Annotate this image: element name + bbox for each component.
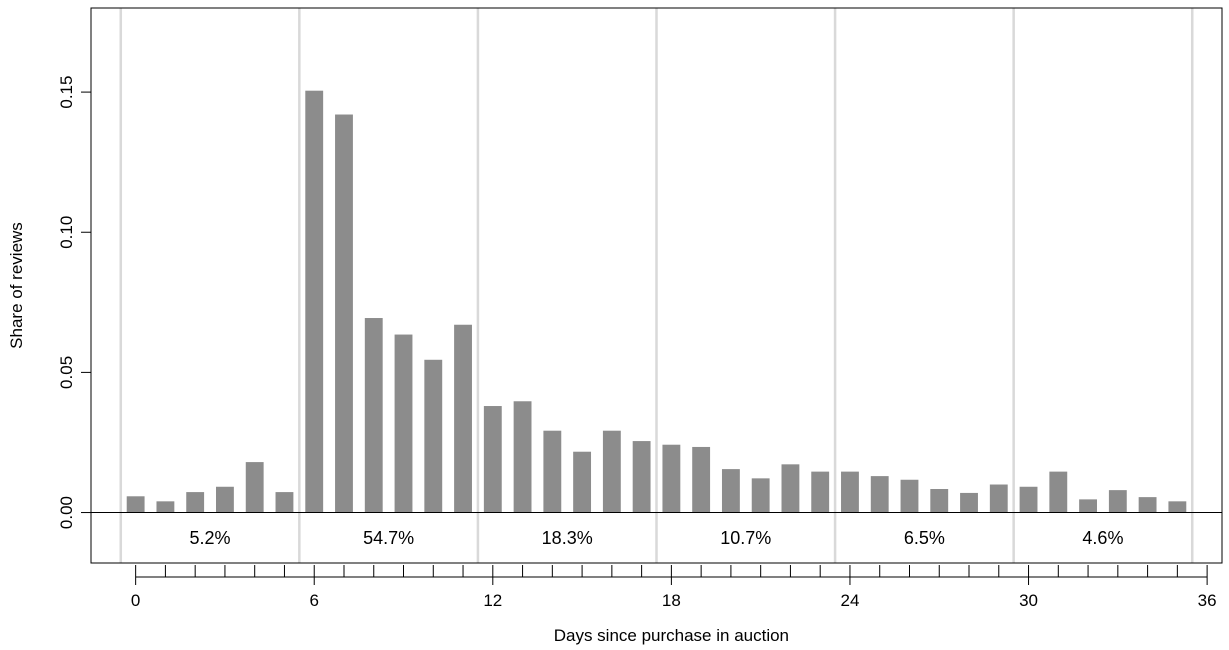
x-axis-label: Days since purchase in auction xyxy=(554,626,789,645)
window-share-label: 54.7% xyxy=(363,528,414,548)
bar xyxy=(513,401,532,513)
window-share-label: 10.7% xyxy=(720,528,771,548)
window-share-label: 18.3% xyxy=(542,528,593,548)
bar xyxy=(989,484,1008,513)
x-tick-label: 24 xyxy=(840,591,859,610)
bar xyxy=(1019,486,1038,513)
x-tick-label: 6 xyxy=(309,591,318,610)
window-share-label: 4.6% xyxy=(1082,528,1123,548)
bar xyxy=(811,471,830,513)
y-tick-label: 0.05 xyxy=(57,356,76,389)
bar xyxy=(186,492,205,513)
x-tick-label: 30 xyxy=(1019,591,1038,610)
x-tick-label: 36 xyxy=(1198,591,1217,610)
bar xyxy=(216,486,234,513)
x-axis: 0 6 12 18 24 30 36 xyxy=(131,565,1217,610)
y-axis: 0.00 0.05 0.10 0.15 xyxy=(57,76,92,529)
x-tick-label: 12 xyxy=(483,591,502,610)
bar xyxy=(424,359,443,513)
bar xyxy=(602,430,621,513)
bar xyxy=(364,318,383,513)
bar xyxy=(662,444,681,513)
bar xyxy=(245,462,264,513)
y-tick-label: 0.10 xyxy=(57,216,76,249)
window-share-label: 5.2% xyxy=(190,528,231,548)
bar xyxy=(841,471,859,513)
bar xyxy=(900,479,919,513)
bar xyxy=(960,492,978,513)
bar xyxy=(1138,497,1157,513)
y-tick-label: 0.00 xyxy=(57,496,76,529)
bar xyxy=(1168,501,1187,513)
bar xyxy=(632,441,651,513)
bar xyxy=(1049,471,1068,513)
window-share-label: 6.5% xyxy=(904,528,945,548)
bar xyxy=(305,90,324,513)
bar xyxy=(930,489,949,513)
bar xyxy=(126,496,145,513)
bar xyxy=(543,430,562,513)
bar xyxy=(394,334,413,513)
bars xyxy=(126,90,1187,513)
bar xyxy=(1079,499,1097,513)
bar xyxy=(275,492,294,513)
bar xyxy=(156,501,175,513)
bar xyxy=(454,324,472,513)
bar xyxy=(1108,490,1127,513)
window-gridlines xyxy=(119,8,1194,563)
bar xyxy=(751,478,770,513)
bar xyxy=(692,446,711,513)
x-tick-label: 18 xyxy=(662,591,681,610)
window-labels: 5.2% 54.7% 18.3% 10.7% 6.5% 4.6% xyxy=(190,528,1124,548)
bar xyxy=(483,406,502,513)
x-tick-label: 0 xyxy=(131,591,140,610)
y-tick-label: 0.15 xyxy=(57,76,76,109)
bar xyxy=(721,469,740,513)
bar xyxy=(573,451,592,513)
bar xyxy=(335,114,353,513)
bar xyxy=(870,476,889,513)
y-axis-label: Share of reviews xyxy=(7,222,26,349)
bar xyxy=(781,464,800,513)
